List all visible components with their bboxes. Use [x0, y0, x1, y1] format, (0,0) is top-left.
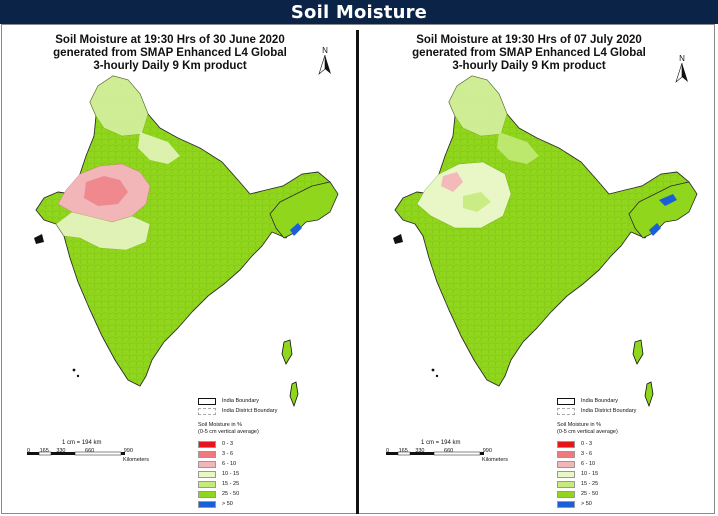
scale-note: 1 cm = 194 km [62, 440, 102, 446]
scale-tick: 660 [85, 448, 95, 454]
map-title-line-2: generated from SMAP Enhanced L4 Global [412, 47, 646, 59]
north-arrow-icon: N [675, 54, 689, 86]
legend-class-6-10: 6 - 10 [557, 459, 636, 469]
legend-class-25-50: 25 - 50 [198, 489, 277, 499]
map-title: Soil Moisture at 19:30 Hrs of 30 June 20… [20, 34, 320, 73]
legend-class-6-10: 6 - 10 [198, 459, 277, 469]
legend-class-10-15: 10 - 15 [557, 469, 636, 479]
northwest-region [416, 161, 512, 229]
scale-tick: 0 [27, 448, 31, 454]
legend-class-3-6: 3 - 6 [557, 449, 636, 459]
legend-class-0-3: 0 - 3 [557, 439, 636, 449]
legend-class-15-25: 15 - 25 [557, 479, 636, 489]
transitional-region [55, 211, 151, 251]
legend-class-25-50: 25 - 50 [557, 489, 636, 499]
scale-unit: Kilometers [482, 457, 508, 463]
legend-class-3-6: 3 - 6 [198, 449, 277, 459]
map-panel-july-07: Soil Moisture at 19:30 Hrs of 07 July 20… [359, 24, 715, 514]
legend-class-gt-50: > 50 [198, 499, 277, 509]
scale-note: 1 cm = 194 km [421, 440, 461, 446]
scale-tick: 165 [398, 448, 408, 454]
scale-tick: 165 [39, 448, 49, 454]
north-label: N [679, 54, 685, 63]
scale-unit: Kilometers [123, 457, 149, 463]
legend-district-boundary: India District Boundary [557, 406, 636, 416]
north-label: N [322, 46, 328, 55]
legend-class-gt-50: > 50 [557, 499, 636, 509]
map-title-line-1: Soil Moisture at 19:30 Hrs of 30 June 20… [55, 34, 285, 46]
legend-title: Soil Moisture in % (0-5 cm vertical aver… [198, 422, 259, 435]
scale-tick: 990 [123, 448, 133, 454]
page-title: Soil Moisture [290, 1, 428, 23]
map-title-line-1: Soil Moisture at 19:30 Hrs of 07 July 20… [416, 34, 642, 46]
legend-india-boundary: India Boundary [557, 396, 636, 406]
legend-title: Soil Moisture in % (0-5 cm vertical aver… [557, 422, 618, 435]
legend-district-boundary: India District Boundary [198, 406, 277, 416]
legend-india-boundary: India Boundary [198, 396, 277, 406]
map-title-line-2: generated from SMAP Enhanced L4 Global [53, 47, 287, 59]
map-title: Soil Moisture at 19:30 Hrs of 07 July 20… [379, 34, 679, 73]
legend-class-10-15: 10 - 15 [198, 469, 277, 479]
legend: India Boundary India District Boundary S… [198, 396, 277, 509]
panel-divider [356, 30, 359, 514]
map-title-line-3: 3-hourly Daily 9 Km product [93, 60, 247, 72]
scale-bar: 0 165 330 660 990 Kilometers [384, 448, 534, 463]
scale-tick: 660 [444, 448, 454, 454]
legend: India Boundary India District Boundary S… [557, 396, 636, 509]
scale-tick: 0 [386, 448, 390, 454]
scale-tick: 330 [56, 448, 66, 454]
scale-tick: 990 [482, 448, 492, 454]
india-soil-moisture-map [393, 75, 698, 408]
page-header: Soil Moisture [0, 0, 718, 24]
legend-class-0-3: 0 - 3 [198, 439, 277, 449]
map-panel-june-30: Soil Moisture at 19:30 Hrs of 30 June 20… [0, 24, 356, 514]
north-arrow-icon: N [318, 46, 332, 78]
map-title-line-3: 3-hourly Daily 9 Km product [452, 60, 606, 72]
scale-bar: 0 165 330 660 990 Kilometers [25, 448, 175, 463]
india-soil-moisture-map [34, 75, 339, 408]
northeast-region [269, 181, 339, 239]
scale-tick: 330 [415, 448, 425, 454]
legend-class-15-25: 15 - 25 [198, 479, 277, 489]
northeast-region [628, 181, 698, 239]
